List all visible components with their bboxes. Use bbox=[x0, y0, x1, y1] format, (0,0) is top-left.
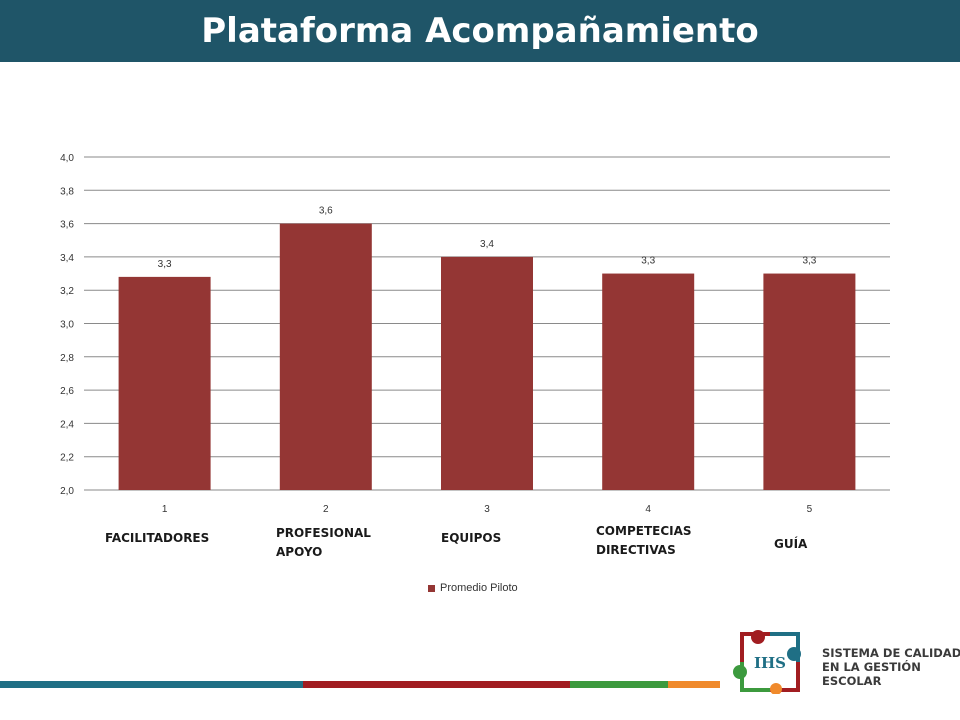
data-label: 3,3 bbox=[641, 256, 655, 267]
chart-legend: Promedio Piloto bbox=[428, 582, 518, 594]
logo-monogram: IHS bbox=[754, 654, 786, 672]
logo-dot-orange bbox=[770, 683, 782, 694]
y-tick-label: 3,0 bbox=[60, 320, 74, 331]
logo-line-2: EN LA GESTIÓN bbox=[822, 660, 921, 674]
data-label: 3,6 bbox=[319, 206, 333, 217]
legend-swatch bbox=[428, 584, 435, 592]
x-tick-label: 4 bbox=[645, 504, 651, 515]
category-name-1: FACILITADORES bbox=[105, 531, 210, 545]
y-tick-label: 2,0 bbox=[60, 486, 74, 497]
logo-line-1: SISTEMA DE CALIDAD bbox=[822, 646, 960, 660]
header-bar: Plataforma Acompañamiento bbox=[0, 0, 960, 62]
y-tick-label: 3,4 bbox=[60, 253, 74, 264]
y-tick-label: 2,6 bbox=[60, 386, 74, 397]
x-tick-label: 1 bbox=[162, 504, 168, 515]
logo-dot-teal bbox=[787, 647, 801, 661]
logo-dot-green bbox=[733, 665, 747, 679]
y-tick-label: 3,8 bbox=[60, 186, 74, 197]
y-tick-label: 3,2 bbox=[60, 286, 74, 297]
data-label: 3,4 bbox=[480, 239, 494, 250]
data-label: 3,3 bbox=[158, 259, 172, 270]
category-name-2: PROFESIONAL APOYO bbox=[276, 526, 371, 559]
y-tick-label: 2,8 bbox=[60, 353, 74, 364]
legend-label: Promedio Piloto bbox=[440, 582, 518, 594]
footer-stripe-red bbox=[303, 681, 570, 688]
x-tick-label: 5 bbox=[807, 504, 813, 515]
quality-system-logo: IHS bbox=[733, 630, 801, 694]
footer-stripe-green bbox=[570, 681, 668, 688]
y-tick-label: 3,6 bbox=[60, 220, 74, 231]
logo-text: SISTEMA DE CALIDAD EN LA GESTIÓN ESCOLAR bbox=[822, 646, 960, 688]
x-tick-label: 2 bbox=[323, 504, 329, 515]
category-name-4: COMPETECIAS DIRECTIVAS bbox=[596, 524, 692, 557]
footer-color-bar bbox=[0, 681, 720, 688]
category-name-3: EQUIPOS bbox=[441, 531, 502, 545]
data-label: 3,3 bbox=[802, 256, 816, 267]
bar bbox=[279, 223, 372, 490]
footer-stripe-teal bbox=[0, 681, 303, 688]
category-name-5: GUÍA bbox=[774, 537, 808, 551]
footer-stripe-orange bbox=[668, 681, 720, 688]
y-tick-label: 2,4 bbox=[60, 419, 74, 430]
logo-line-3: ESCOLAR bbox=[822, 674, 882, 688]
logo-dot-red bbox=[751, 630, 765, 644]
bar bbox=[602, 273, 695, 490]
bar-chart: 2,0 2,2 2,4 2,6 2,8 3,0 3,2 3,4 3,6 3,8 4,0 3,3 1 3,6… bbox=[60, 153, 890, 515]
bar bbox=[118, 276, 211, 490]
bar bbox=[763, 273, 856, 490]
bar bbox=[441, 256, 533, 490]
y-tick-label: 2,2 bbox=[60, 453, 74, 464]
page-title: Plataforma Acompañamiento bbox=[201, 11, 759, 51]
x-tick-label: 3 bbox=[484, 504, 490, 515]
y-tick-label: 4,0 bbox=[60, 153, 74, 164]
